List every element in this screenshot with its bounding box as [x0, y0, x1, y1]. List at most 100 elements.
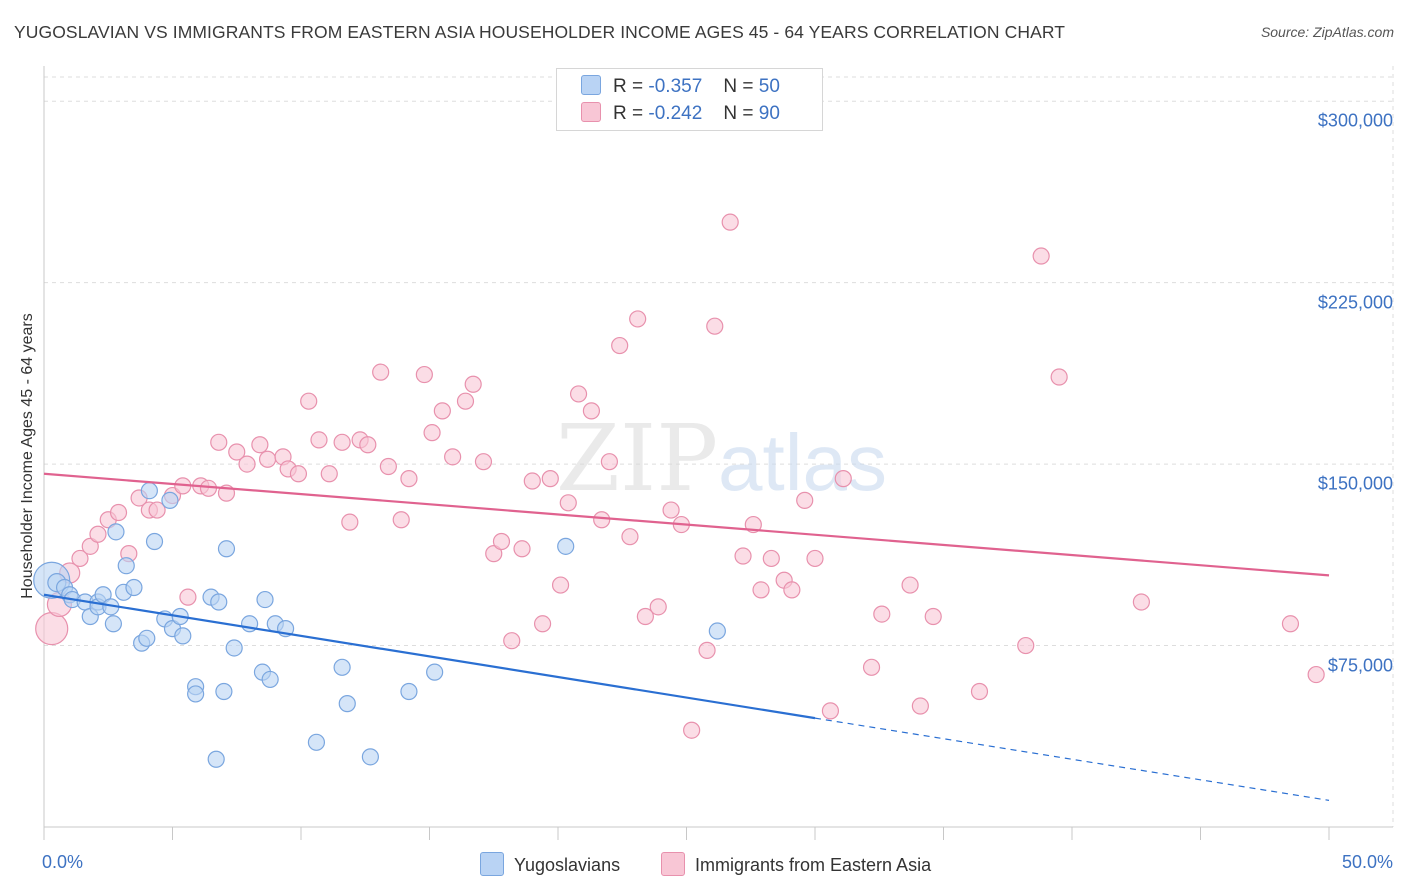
immigrants-point	[911, 697, 929, 715]
series-immigrants-points	[35, 213, 1325, 739]
yugoslavian-point	[207, 750, 225, 768]
yugoslavian-point	[117, 557, 135, 575]
immigrants-point	[1032, 247, 1050, 265]
legend-swatch-blue	[480, 852, 504, 876]
r-label: R =	[613, 76, 644, 97]
immigrants-point	[873, 605, 891, 623]
immigrants-point	[559, 494, 577, 512]
chart-title: YUGOSLAVIAN VS IMMIGRANTS FROM EASTERN A…	[14, 22, 1066, 42]
trend-line-yugoslavians	[43, 593, 816, 720]
immigrants-point	[523, 472, 541, 490]
n-label: N =	[723, 76, 754, 97]
immigrants-point	[341, 513, 359, 531]
immigrants-point	[541, 470, 559, 488]
immigrants-point	[533, 615, 552, 633]
immigrants-point	[289, 465, 308, 483]
immigrants-point	[444, 448, 462, 466]
immigrants-point	[35, 612, 69, 646]
immigrants-point	[762, 549, 780, 568]
yugoslavian-point	[557, 537, 575, 555]
immigrants-point	[251, 436, 269, 454]
immigrants-point	[629, 310, 647, 328]
immigrants-point	[901, 576, 919, 594]
immigrants-point	[485, 545, 503, 563]
y-tick-label: $150,000	[1317, 473, 1393, 494]
immigrants-point	[464, 375, 482, 393]
yugoslavian-point	[225, 639, 243, 657]
trend-lines	[43, 472, 1330, 801]
immigrants-point	[970, 682, 989, 701]
immigrants-point	[862, 658, 881, 676]
immigrants-point	[258, 450, 277, 468]
r-value: -0.242	[648, 103, 703, 124]
immigrants-point	[372, 363, 390, 381]
yugoslavian-point	[708, 622, 726, 640]
legend-swatch-pink	[661, 852, 685, 876]
immigrants-point	[492, 532, 511, 551]
immigrants-point	[89, 525, 107, 543]
immigrants-point	[379, 457, 397, 476]
y-tick-label: $300,000	[1317, 110, 1393, 131]
immigrants-point	[503, 632, 521, 650]
yugoslavian-point	[307, 733, 326, 751]
immigrants-point	[1307, 665, 1325, 684]
immigrants-point	[1281, 615, 1300, 633]
immigrants-point	[621, 528, 639, 546]
yugoslavian-point	[138, 629, 156, 647]
immigrants-point	[806, 549, 824, 568]
immigrants-point	[706, 317, 724, 335]
immigrants-point	[698, 641, 716, 659]
immigrants-point	[734, 547, 752, 565]
trend-line-immigrants	[43, 472, 1330, 577]
immigrants-point	[683, 721, 701, 739]
y-tick-label: $75,000	[1327, 655, 1393, 676]
immigrants-point	[513, 540, 531, 558]
immigrants-point	[320, 465, 338, 483]
immigrants-point	[359, 436, 377, 454]
stats-legend: R = -0.357 N = 50 R = -0.242 N = 90	[556, 68, 823, 131]
yugoslavian-point	[145, 532, 164, 551]
x-tick-max: 50.0%	[1341, 852, 1393, 872]
immigrants-point	[300, 392, 318, 410]
yugoslavian-point	[256, 590, 274, 609]
yugoslavian-point	[161, 491, 179, 509]
immigrants-point	[636, 607, 654, 626]
n-value: 90	[758, 103, 780, 124]
immigrants-point	[400, 470, 418, 488]
immigrants-point	[752, 581, 770, 599]
immigrants-point	[81, 537, 99, 555]
yugoslavian-point	[125, 578, 143, 597]
stats-legend-row-yugoslavians: R = -0.357 N = 50	[581, 75, 780, 99]
yugoslavian-point	[187, 685, 205, 703]
immigrants-point	[456, 392, 475, 410]
immigrants-point	[662, 501, 680, 519]
legend-label-immigrants: Immigrants from Eastern Asia	[695, 855, 932, 875]
axes	[43, 66, 1393, 840]
immigrants-point	[210, 433, 228, 451]
immigrants-point	[593, 511, 611, 529]
immigrants-point	[433, 402, 451, 420]
yugoslavian-point	[174, 627, 192, 645]
legend-item-immigrants: Immigrants from Eastern Asia	[661, 852, 931, 876]
immigrants-point	[551, 576, 570, 594]
immigrants-point	[649, 598, 667, 616]
source-label: Source: ZipAtlas.com	[1260, 24, 1394, 40]
n-value: 50	[758, 76, 780, 97]
immigrants-point	[148, 501, 166, 519]
yugoslavian-point	[104, 615, 122, 633]
svg-text:ZIP: ZIP	[556, 405, 718, 512]
y-tick-label: $225,000	[1317, 292, 1393, 313]
yugoslavian-point	[94, 586, 112, 604]
yugoslavian-point	[338, 695, 356, 713]
immigrants-point	[228, 443, 246, 461]
yugoslavian-point	[400, 682, 418, 701]
immigrants-point	[392, 511, 410, 529]
trend-line-yugoslavians-extension	[814, 717, 1330, 801]
legend-swatch-blue	[581, 75, 601, 95]
n-label: N =	[723, 103, 754, 124]
immigrants-point	[721, 213, 739, 231]
r-label: R =	[613, 103, 644, 124]
yugoslavian-point	[107, 523, 125, 541]
series-yugoslavians-points	[33, 482, 726, 768]
